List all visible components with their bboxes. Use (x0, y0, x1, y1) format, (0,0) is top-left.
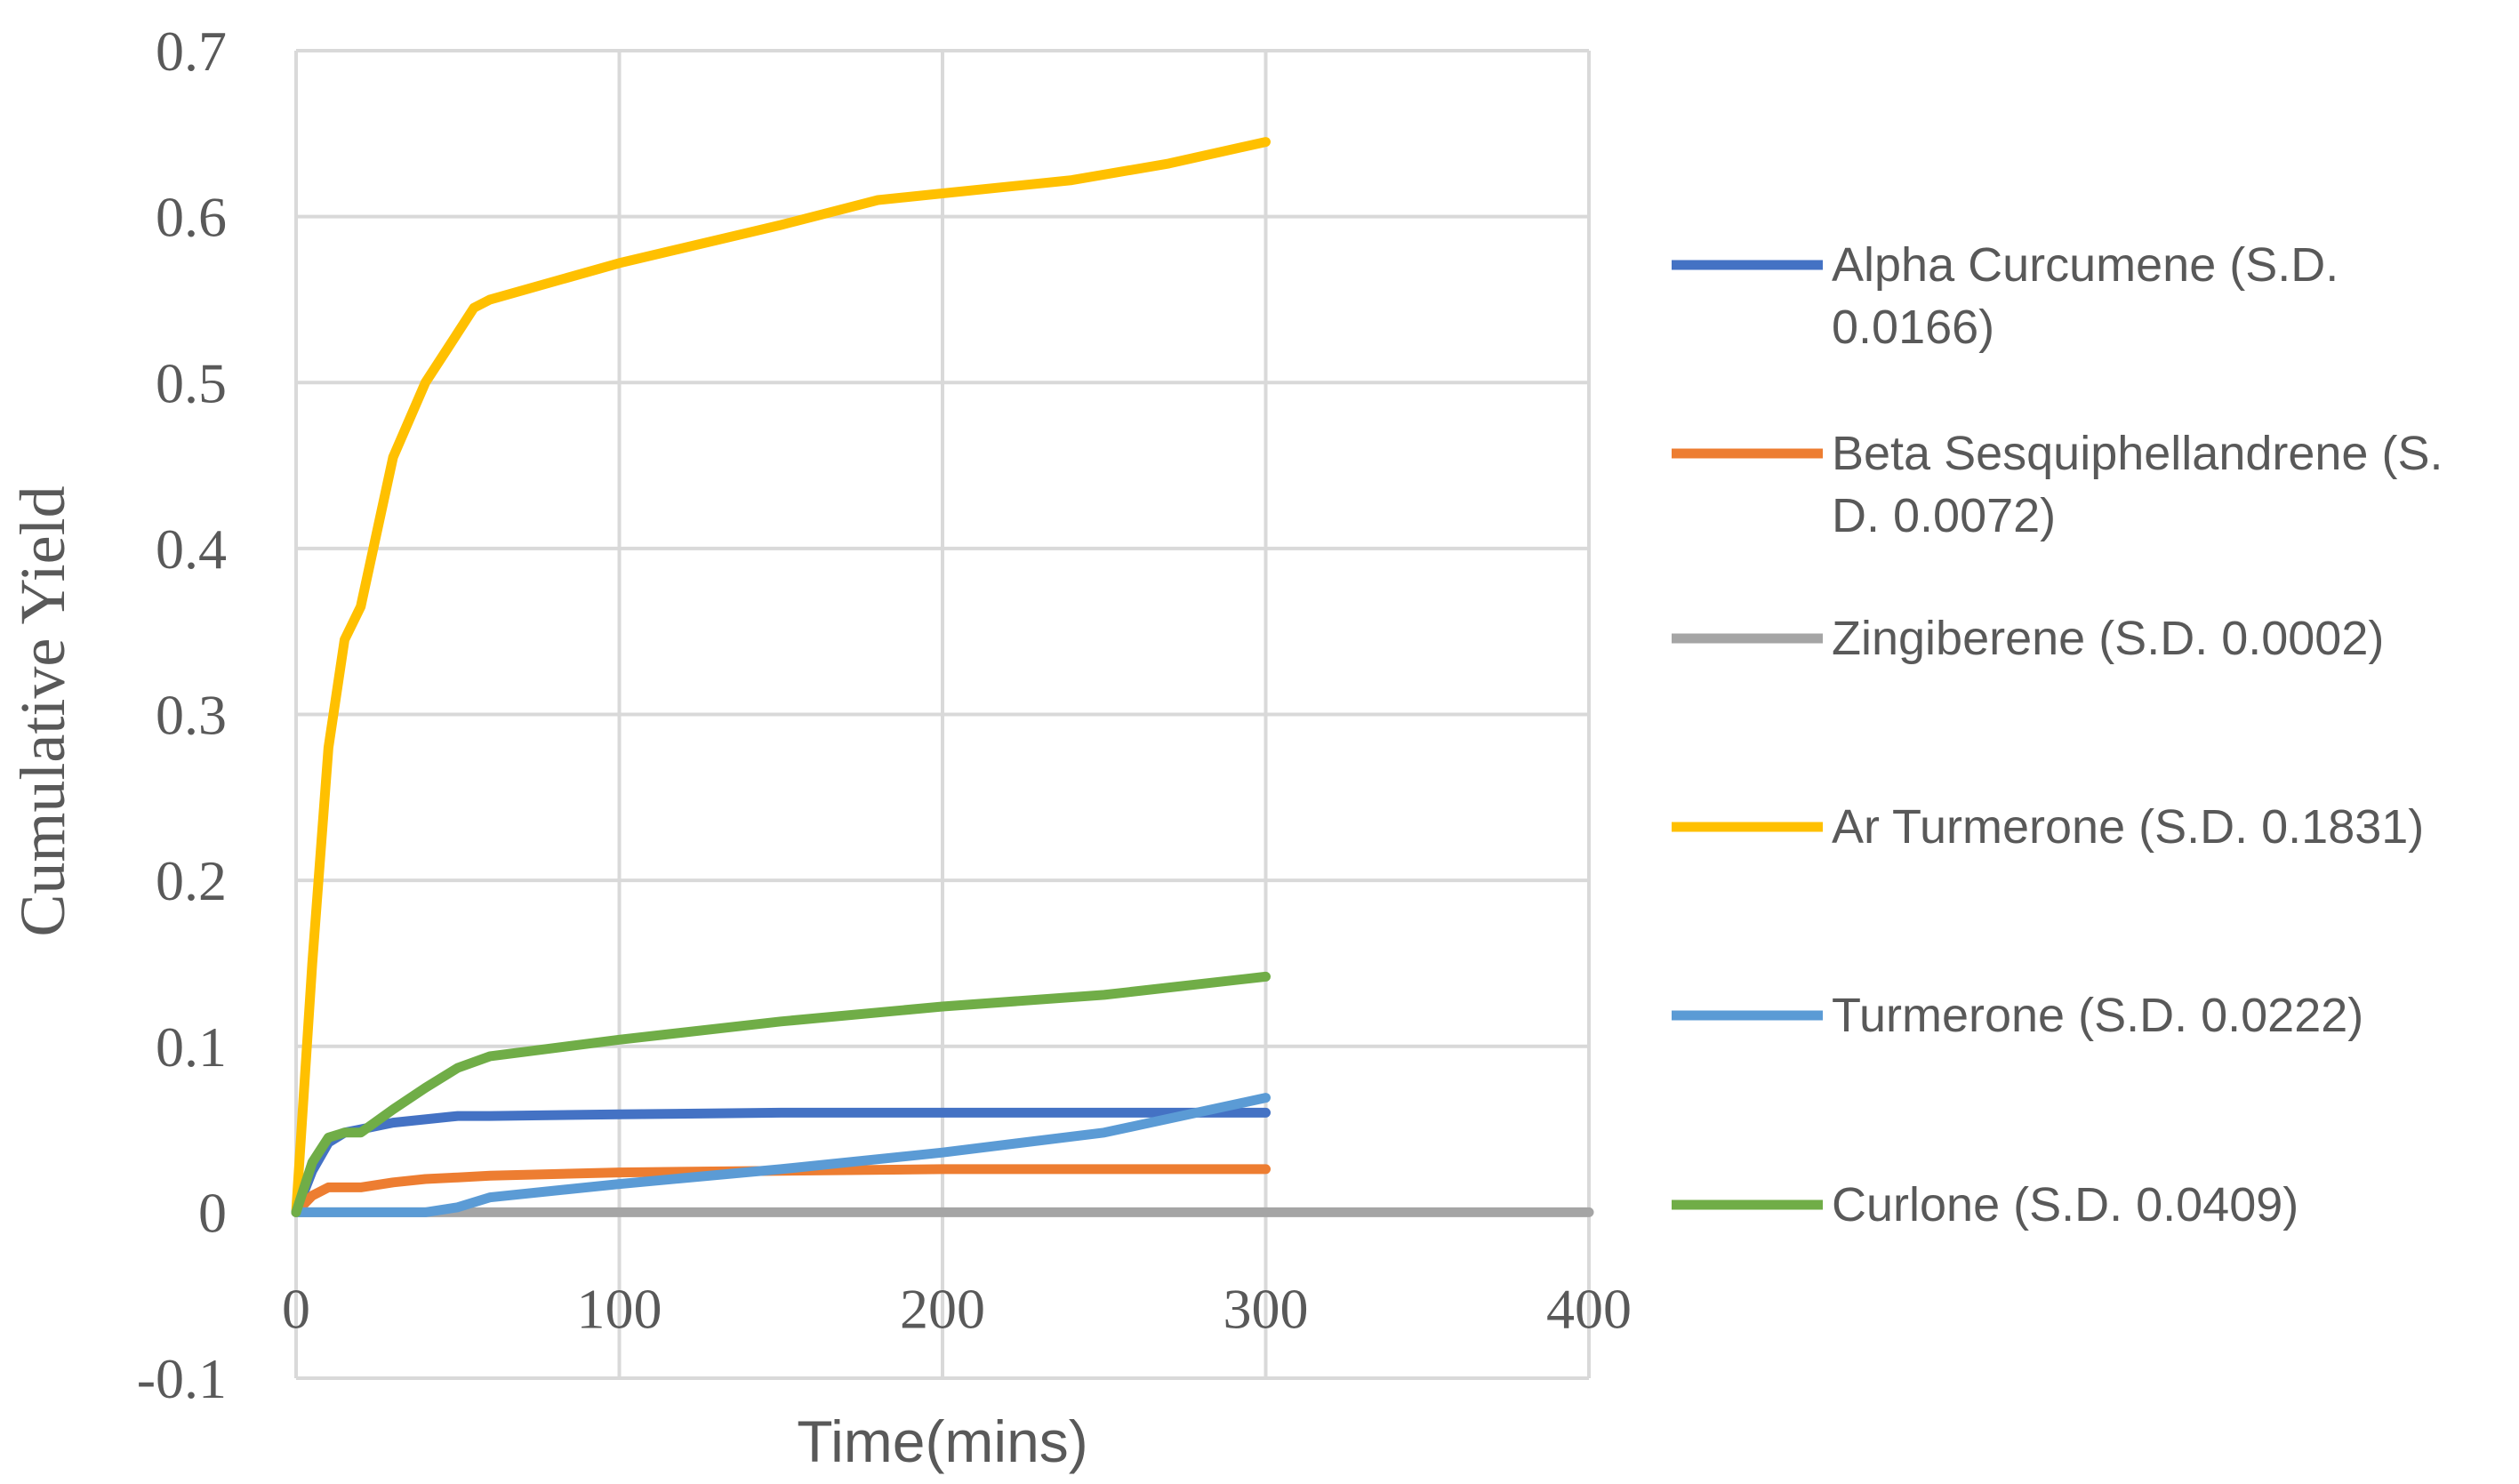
grid (294, 49, 1591, 1380)
y-tick-label: 0.7 (156, 20, 227, 83)
y-tick-label: 0.4 (156, 517, 227, 581)
legend-item: Turmerone (S.D. 0.0222) (1672, 989, 2363, 1042)
y-tick-label: 0.5 (156, 351, 227, 414)
series-line-3 (291, 137, 1271, 1217)
y-axis-title: Cumulative Yield (7, 485, 78, 936)
x-tick-labels: 0 100 200 300 400 (282, 1277, 1632, 1340)
x-tick-label: 100 (577, 1277, 662, 1340)
y-tick-label: 0.1 (156, 1015, 227, 1079)
y-tick-label: 0.3 (156, 684, 227, 747)
series-line-4 (291, 1093, 1271, 1217)
legend-item: Beta Sesquiphellandrene (S. D. 0.0072) (1672, 427, 2443, 542)
legend: Alpha Curcumene (S.D. 0.0166) Beta Sesquip… (1672, 238, 2443, 1231)
x-axis-title: Time(mins) (797, 1408, 1088, 1474)
x-tick-label: 400 (1546, 1277, 1632, 1340)
y-tick-label: 0.6 (156, 186, 227, 249)
x-tick-label: 200 (900, 1277, 985, 1340)
legend-item: Curlone (S.D. 0.0409) (1672, 1178, 2298, 1231)
legend-item: Alpha Curcumene (S.D. 0.0166) (1672, 238, 2338, 354)
series-lines (291, 137, 1594, 1217)
y-tick-labels: -0.1 0 0.1 0.2 0.3 0.4 0.5 0.6 0.7 (137, 20, 227, 1410)
x-tick-label: 0 (282, 1277, 310, 1340)
series-line-1 (291, 1164, 1271, 1217)
legend-label: Beta Sesquiphellandrene (S. D. 0.0072) (1832, 427, 2443, 542)
y-tick-label: 0.2 (156, 849, 227, 912)
legend-item: Zingiberene (S.D. 0.0002) (1672, 612, 2384, 665)
legend-label: Curlone (S.D. 0.0409) (1832, 1178, 2298, 1231)
series-line-5 (291, 971, 1271, 1217)
legend-item: Ar Turmerone (S.D. 0.1831) (1672, 800, 2424, 854)
y-tick-label: -0.1 (137, 1347, 227, 1410)
legend-label: Alpha Curcumene (S.D. 0.0166) (1832, 238, 2338, 354)
y-tick-label: 0 (198, 1181, 227, 1244)
legend-label: Turmerone (S.D. 0.0222) (1832, 989, 2363, 1042)
legend-label: Zingiberene (S.D. 0.0002) (1832, 612, 2384, 665)
legend-label: Ar Turmerone (S.D. 0.1831) (1832, 800, 2424, 854)
x-tick-label: 300 (1223, 1277, 1309, 1340)
